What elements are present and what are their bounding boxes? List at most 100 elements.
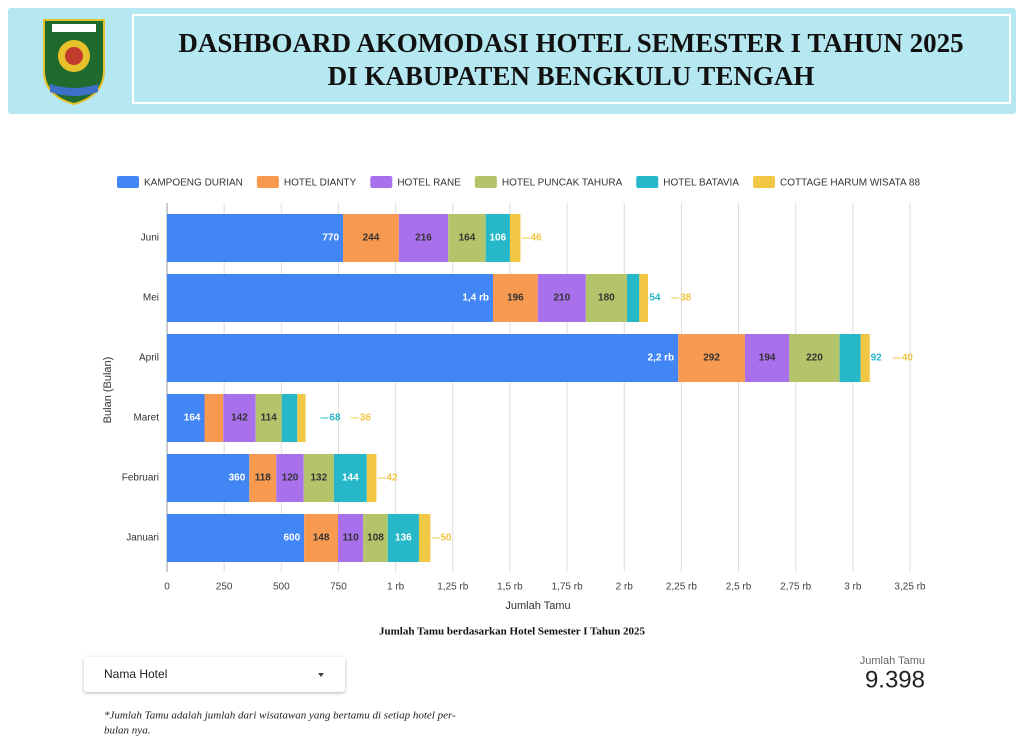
bar-segment xyxy=(167,394,205,442)
data-label: 196 xyxy=(507,293,524,304)
y-tick-label: Februari xyxy=(122,473,159,484)
x-tick-label: 1,75 rb xyxy=(552,582,584,593)
y-axis-title: Bulan (Bulan) xyxy=(102,357,114,424)
x-tick-label: 250 xyxy=(216,582,233,593)
bar-segment xyxy=(366,454,377,502)
data-label: 194 xyxy=(759,353,776,364)
x-tick-label: 1 rb xyxy=(387,582,405,593)
bar-segment xyxy=(387,514,419,562)
title-box xyxy=(132,14,1011,104)
bar-segment xyxy=(281,394,298,442)
bar-segment xyxy=(448,214,486,262)
data-label: 92 xyxy=(871,353,883,364)
x-tick-label: 3,25 rb xyxy=(894,582,926,593)
data-label: 770 xyxy=(322,233,339,244)
y-tick-label: April xyxy=(139,353,159,364)
data-label: 136 xyxy=(395,533,412,544)
data-label: 36 xyxy=(360,413,372,424)
legend-swatch xyxy=(753,176,776,188)
x-tick-label: 1,25 rb xyxy=(437,582,469,593)
bar-segment xyxy=(398,214,449,262)
x-tick-label: 2,5 rb xyxy=(726,582,752,593)
bar-segment xyxy=(839,334,861,382)
legend-swatch xyxy=(117,176,139,188)
data-label: 68 xyxy=(329,413,341,424)
data-label: 600 xyxy=(283,533,300,544)
bar-segment xyxy=(509,214,521,262)
x-axis-title: Jumlah Tamu xyxy=(505,600,570,612)
bar-segment xyxy=(537,274,586,322)
logo xyxy=(43,19,105,106)
data-label: 114 xyxy=(261,413,278,424)
dropdown[interactable]: Nama Hotel xyxy=(84,657,345,692)
scorecard-label: Jumlah Tamu xyxy=(860,655,925,667)
chart-title: Jumlah Tamu berdasarkan Hotel Semester I… xyxy=(379,626,645,638)
legend-swatch xyxy=(256,176,279,188)
data-label: 106 xyxy=(489,233,506,244)
y-tick-label: Maret xyxy=(133,413,159,424)
legend-label: COTTAGE HARUM WISATA 88 xyxy=(780,178,920,189)
y-tick-label: Juni xyxy=(141,233,159,244)
data-label: 164 xyxy=(184,413,201,424)
dropdown-label[interactable]: Nama Hotel xyxy=(104,667,167,681)
data-label: 110 xyxy=(343,533,360,544)
legend-label: HOTEL RANE xyxy=(397,178,461,189)
y-tick-label: Mei xyxy=(143,293,159,304)
x-tick-label: 1,5 rb xyxy=(497,582,523,593)
bar-segment xyxy=(333,454,367,502)
legend-label: HOTEL BATAVIA xyxy=(663,178,739,189)
bar-segment xyxy=(418,514,431,562)
x-tick-label: 2,75 rb xyxy=(780,582,812,593)
data-label: 244 xyxy=(363,233,380,244)
x-tick-label: 0 xyxy=(164,582,170,593)
data-label: 2,2 rb xyxy=(647,353,674,364)
header-band xyxy=(8,8,1016,114)
bar-segment xyxy=(639,274,649,322)
data-label: 1,4 rb xyxy=(462,293,489,304)
bar-segment xyxy=(167,274,494,322)
data-label: 148 xyxy=(313,533,330,544)
title-line: DASHBOARD AKOMODASI HOTEL SEMESTER I TAH… xyxy=(178,28,963,58)
bar-segment xyxy=(493,274,538,322)
data-label: 46 xyxy=(530,233,542,244)
bar-segment xyxy=(223,394,256,442)
footnote: bulan nya. xyxy=(104,725,150,737)
data-label: 38 xyxy=(680,293,692,304)
data-label: 120 xyxy=(282,473,299,484)
data-label: 132 xyxy=(310,473,327,484)
data-label: 42 xyxy=(386,473,398,484)
x-tick-label: 750 xyxy=(330,582,347,593)
dropdown-box[interactable] xyxy=(84,657,345,692)
data-label: 220 xyxy=(806,353,823,364)
x-tick-label: 2,25 rb xyxy=(666,582,698,593)
legend-label: HOTEL PUNCAK TAHURA xyxy=(502,178,623,189)
data-label: 360 xyxy=(229,473,246,484)
bar-segment xyxy=(678,334,745,382)
bar-segment xyxy=(276,454,304,502)
data-label: 180 xyxy=(598,293,615,304)
x-tick-label: 2 rb xyxy=(616,582,634,593)
bar-segment xyxy=(304,514,339,562)
scorecard-value: 9.398 xyxy=(865,666,925,693)
y-tick-label: Januari xyxy=(126,533,159,544)
data-label: 50 xyxy=(440,533,452,544)
bar-segment xyxy=(303,454,334,502)
dropdown-caret[interactable] xyxy=(318,673,324,677)
title-line: DI KABUPATEN BENGKULU TENGAH xyxy=(328,61,815,91)
bar-segment xyxy=(343,214,399,262)
data-label: 54 xyxy=(649,293,661,304)
x-tick-label: 500 xyxy=(273,582,290,593)
legend-swatch xyxy=(636,176,659,188)
bar-segment xyxy=(167,514,305,562)
bar-segment xyxy=(204,394,224,442)
bar-segment xyxy=(363,514,388,562)
bar-segment xyxy=(297,394,306,442)
data-label: 292 xyxy=(703,353,720,364)
legend-label: KAMPOENG DURIAN xyxy=(144,178,243,189)
bar-segment xyxy=(167,454,250,502)
bar-segment xyxy=(485,214,510,262)
legend-label: HOTEL DIANTY xyxy=(284,178,357,189)
bar-segment xyxy=(338,514,364,562)
data-label: 210 xyxy=(553,293,570,304)
data-label: 40 xyxy=(902,353,914,364)
